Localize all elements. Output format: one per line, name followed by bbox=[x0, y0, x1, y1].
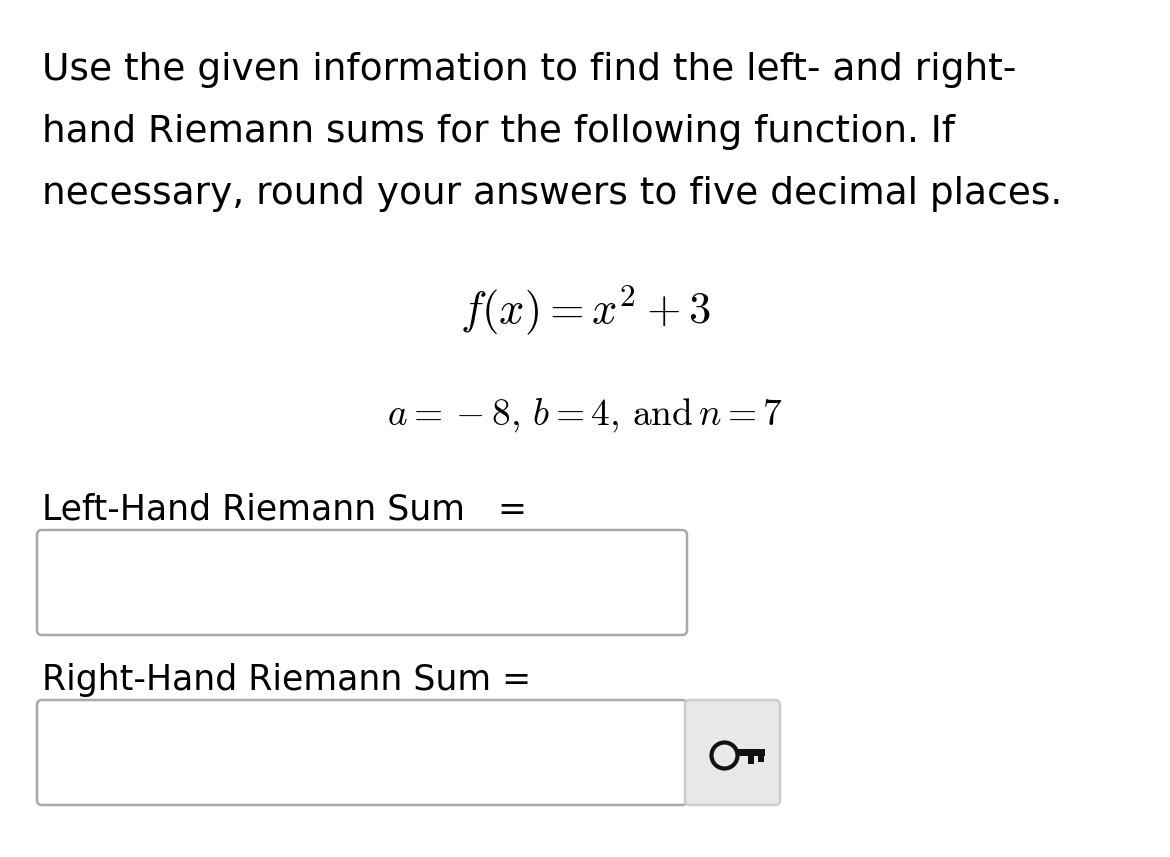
FancyBboxPatch shape bbox=[736, 748, 764, 756]
Text: Use the given information to find the left- and right-: Use the given information to find the le… bbox=[42, 52, 1017, 88]
FancyBboxPatch shape bbox=[37, 530, 687, 635]
Text: Right-Hand Riemann Sum =: Right-Hand Riemann Sum = bbox=[42, 663, 531, 697]
Text: hand Riemann sums for the following function. If: hand Riemann sums for the following func… bbox=[42, 114, 955, 150]
FancyBboxPatch shape bbox=[757, 756, 764, 762]
Text: $a = -8,\, b = 4,\, \mathrm{and}\, n = 7$: $a = -8,\, b = 4,\, \mathrm{and}\, n = 7… bbox=[387, 396, 783, 434]
Circle shape bbox=[720, 751, 730, 760]
FancyBboxPatch shape bbox=[684, 700, 780, 805]
FancyBboxPatch shape bbox=[37, 700, 687, 805]
Text: $f(x) = x^2 + 3$: $f(x) = x^2 + 3$ bbox=[460, 283, 710, 337]
FancyBboxPatch shape bbox=[748, 756, 753, 764]
Text: Left-Hand Riemann Sum   =: Left-Hand Riemann Sum = bbox=[42, 493, 526, 527]
Text: necessary, round your answers to five decimal places.: necessary, round your answers to five de… bbox=[42, 176, 1062, 212]
